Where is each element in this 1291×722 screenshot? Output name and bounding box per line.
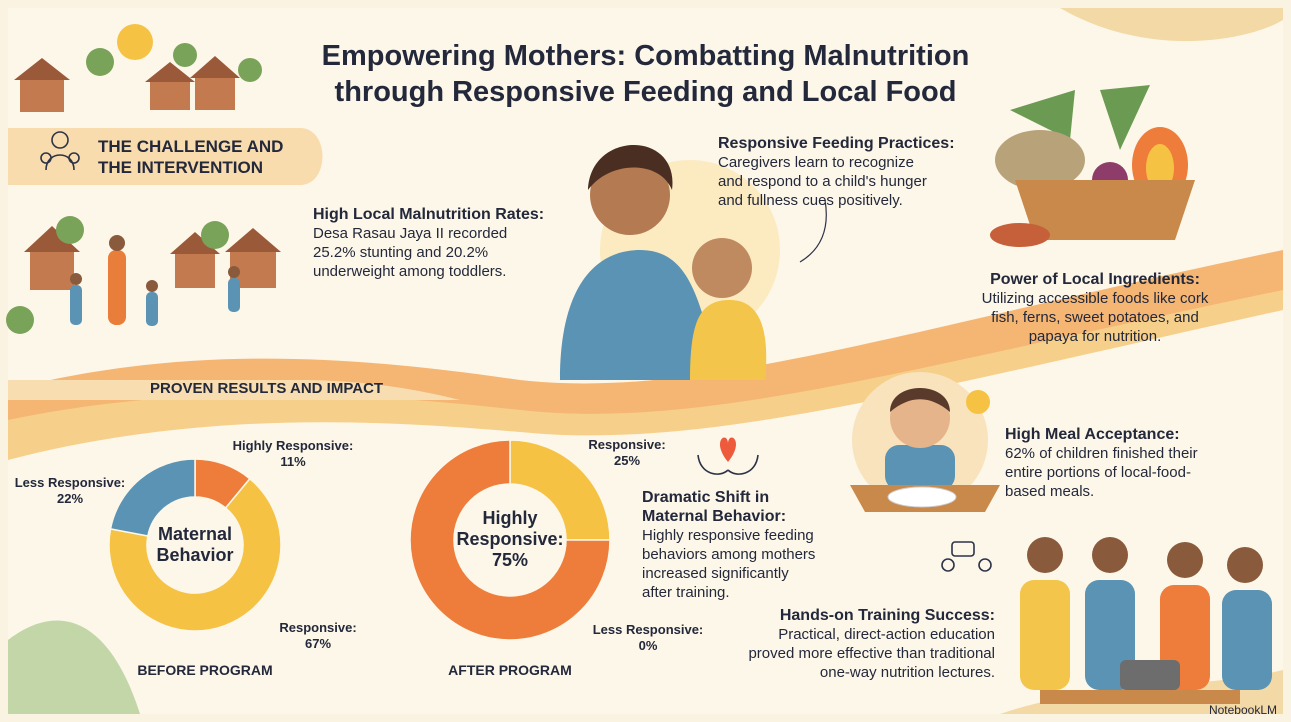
slice-value: 0% <box>583 638 713 654</box>
callout: High Local Malnutrition Rates:Desa Rasau… <box>313 205 653 281</box>
callout-text: Highly responsive feeding <box>642 526 982 545</box>
callout-text: behaviors among mothers <box>642 545 982 564</box>
slice-category: Less Responsive: <box>5 475 135 491</box>
callout-heading: High Local Malnutrition Rates: <box>313 205 653 224</box>
slice-category: Responsive: <box>562 437 692 453</box>
slice-category: Less Responsive: <box>583 622 713 638</box>
callout-heading: Responsive Feeding Practices: <box>718 134 1058 153</box>
section-heading: PROVEN RESULTS AND IMPACT <box>150 378 383 399</box>
title: Empowering Mothers: Combatting Malnutrit… <box>0 38 1291 110</box>
slice-value: 25% <box>562 453 692 469</box>
callout-text: 25.2% stunting and 20.2% <box>313 243 653 262</box>
callout-text: and fullness cues positively. <box>718 191 1058 210</box>
chart-title: BEFORE PROGRAM <box>95 662 315 678</box>
title-line: Empowering Mothers: Combatting Malnutrit… <box>0 38 1291 74</box>
callout-text: 62% of children finished their <box>1005 444 1291 463</box>
callout-text: one-way nutrition lectures. <box>655 663 995 682</box>
callout-text: after training. <box>642 583 982 602</box>
callout: Responsive Feeding Practices:Caregivers … <box>718 134 1058 210</box>
callout-heading: Maternal Behavior: <box>642 507 982 526</box>
callout-heading: High Meal Acceptance: <box>1005 425 1291 444</box>
callout-text: Caregivers learn to recognize <box>718 153 1058 172</box>
callout-text: fish, ferns, sweet potatoes, and <box>925 308 1265 327</box>
center-line: Maternal <box>141 524 249 545</box>
section-line: THE CHALLENGE AND <box>98 136 283 157</box>
callout-text: increased significantly <box>642 564 982 583</box>
slice-label: Less Responsive:0% <box>583 622 713 654</box>
slice-label: Responsive:25% <box>562 437 692 469</box>
slice-label: Less Responsive:22% <box>5 475 135 507</box>
callout-text: based meals. <box>1005 482 1291 501</box>
slice-value: 11% <box>228 454 358 470</box>
callout-text: Utilizing accessible foods like cork <box>925 289 1265 308</box>
callout-text: and respond to a child's hunger <box>718 172 1058 191</box>
slice-label: Highly Responsive:11% <box>228 438 358 470</box>
slice-category: Responsive: <box>253 620 383 636</box>
callout-text: underweight among toddlers. <box>313 262 653 281</box>
title-line: through Responsive Feeding and Local Foo… <box>0 74 1291 110</box>
callout-text: entire portions of local-food- <box>1005 463 1291 482</box>
center-category: Highly Responsive: <box>448 508 572 550</box>
callout-text: papaya for nutrition. <box>925 327 1265 346</box>
brand: NotebookLM <box>1209 703 1277 717</box>
center-line: Behavior <box>141 545 249 566</box>
center-label: Highly Responsive:75% <box>448 508 572 571</box>
slice-value: 22% <box>5 491 135 507</box>
callout: Power of Local Ingredients:Utilizing acc… <box>925 270 1265 346</box>
callout-heading: Power of Local Ingredients: <box>925 270 1265 289</box>
chart-title: AFTER PROGRAM <box>400 662 620 678</box>
slice-category: Highly Responsive: <box>228 438 358 454</box>
slice-label: Responsive:67% <box>253 620 383 652</box>
callout-heading: Dramatic Shift in <box>642 488 982 507</box>
callout-text: Desa Rasau Jaya II recorded <box>313 224 653 243</box>
slice-value: 67% <box>253 636 383 652</box>
center-value: 75% <box>448 550 572 571</box>
callout: High Meal Acceptance:62% of children fin… <box>1005 425 1291 501</box>
infographic: Empowering Mothers: Combatting Malnutrit… <box>0 0 1291 722</box>
section-line: THE INTERVENTION <box>98 157 283 178</box>
